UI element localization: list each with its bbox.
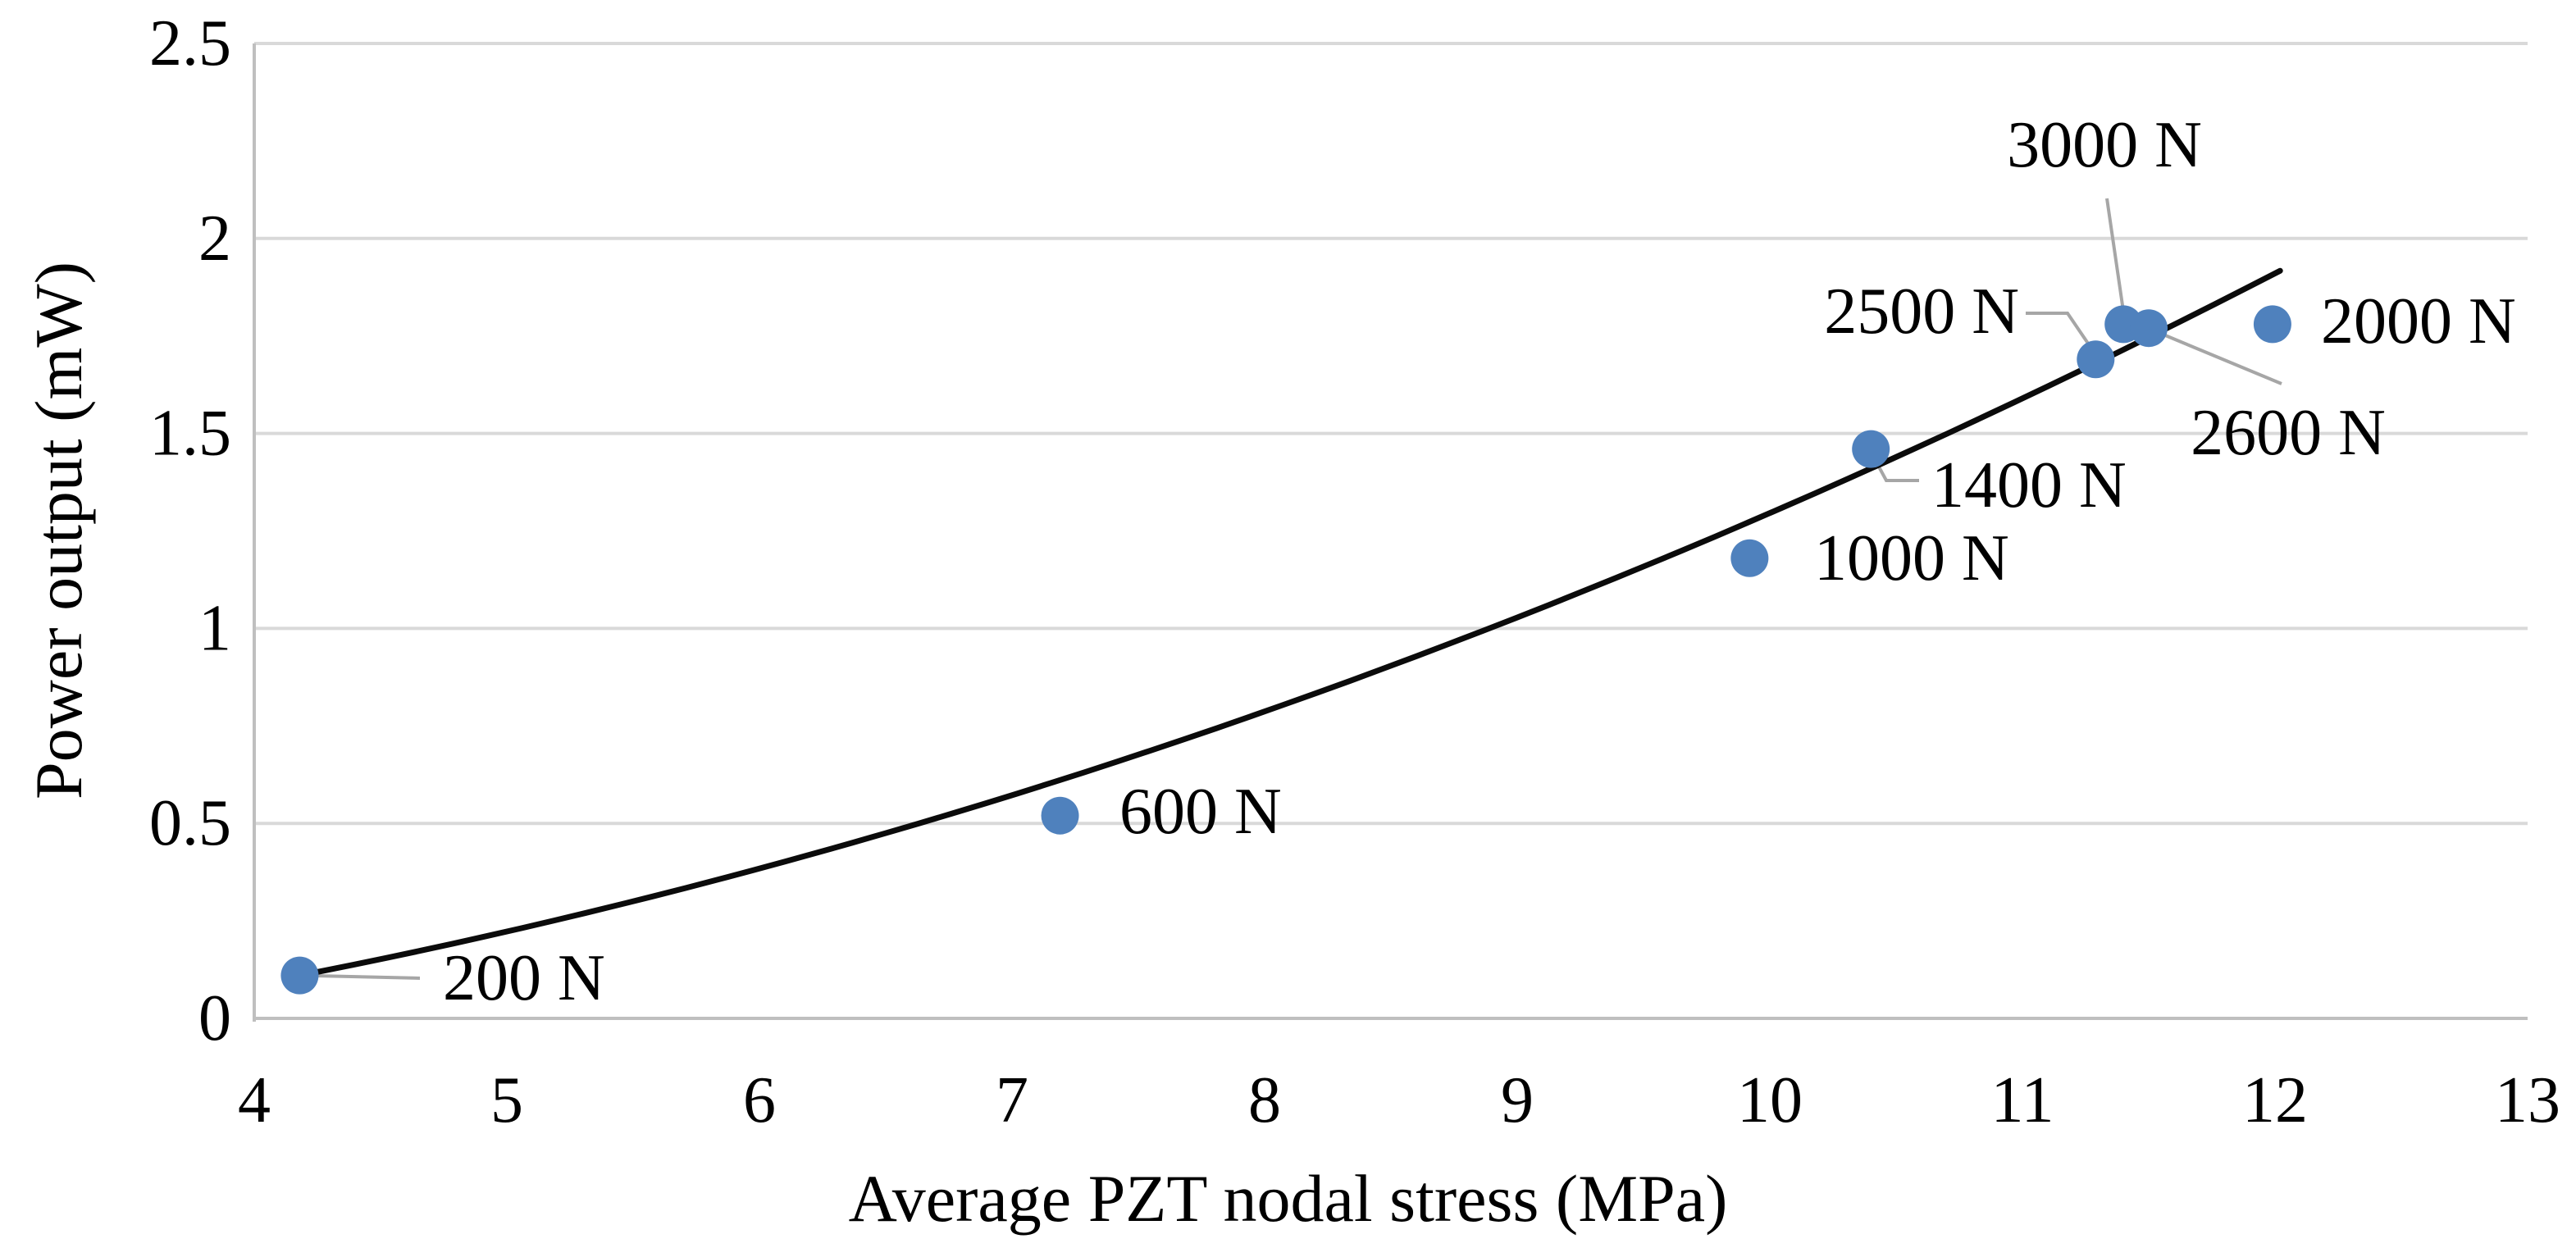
data-point-label: 2000 N [2321, 285, 2516, 358]
x-tick-label: 8 [1248, 1064, 1281, 1136]
data-point-label: 600 N [1119, 776, 1282, 848]
x-tick-label: 4 [238, 1064, 271, 1136]
x-tick-label: 12 [2242, 1064, 2308, 1136]
data-point-label: 1400 N [1931, 449, 2127, 521]
x-tick-label: 7 [996, 1064, 1028, 1136]
x-tick-label: 13 [2495, 1064, 2560, 1136]
y-tick-label: 1 [198, 592, 231, 664]
data-point [2077, 340, 2115, 379]
y-tick-label: 2.5 [149, 7, 231, 80]
y-tick-label: 2 [198, 203, 231, 275]
x-tick-label: 11 [1990, 1064, 2054, 1136]
label-leader-line [2026, 312, 2099, 358]
label-leader-line [2105, 198, 2126, 317]
y-tick-label: 0 [198, 982, 231, 1054]
data-point-label: 2600 N [2191, 397, 2386, 469]
y-tick-label: 1.5 [149, 398, 231, 470]
x-tick-label: 9 [1501, 1064, 1534, 1136]
label-leader-line [315, 974, 421, 980]
x-axis-title: Average PZT nodal stress (MPa) [848, 1161, 1728, 1236]
data-point-label: 200 N [443, 942, 605, 1014]
trendline-curve [284, 267, 2283, 981]
y-tick-label: 0.5 [149, 787, 231, 859]
x-tick-label: 10 [1737, 1064, 1803, 1136]
x-tick-label: 6 [743, 1064, 776, 1136]
data-point [1852, 430, 1890, 468]
x-tick-label: 5 [490, 1064, 523, 1136]
data-point [2130, 309, 2168, 348]
data-point [280, 956, 319, 995]
data-point-label: 3000 N [2007, 109, 2202, 181]
y-axis-title: Power output (mW) [21, 262, 96, 799]
label-leader-line [2159, 331, 2282, 385]
data-point-label: 1000 N [1814, 522, 2009, 594]
data-point [1041, 796, 1079, 835]
data-point [2253, 305, 2291, 344]
data-point [1730, 539, 1769, 577]
data-point-label: 2500 N [1824, 276, 2019, 348]
